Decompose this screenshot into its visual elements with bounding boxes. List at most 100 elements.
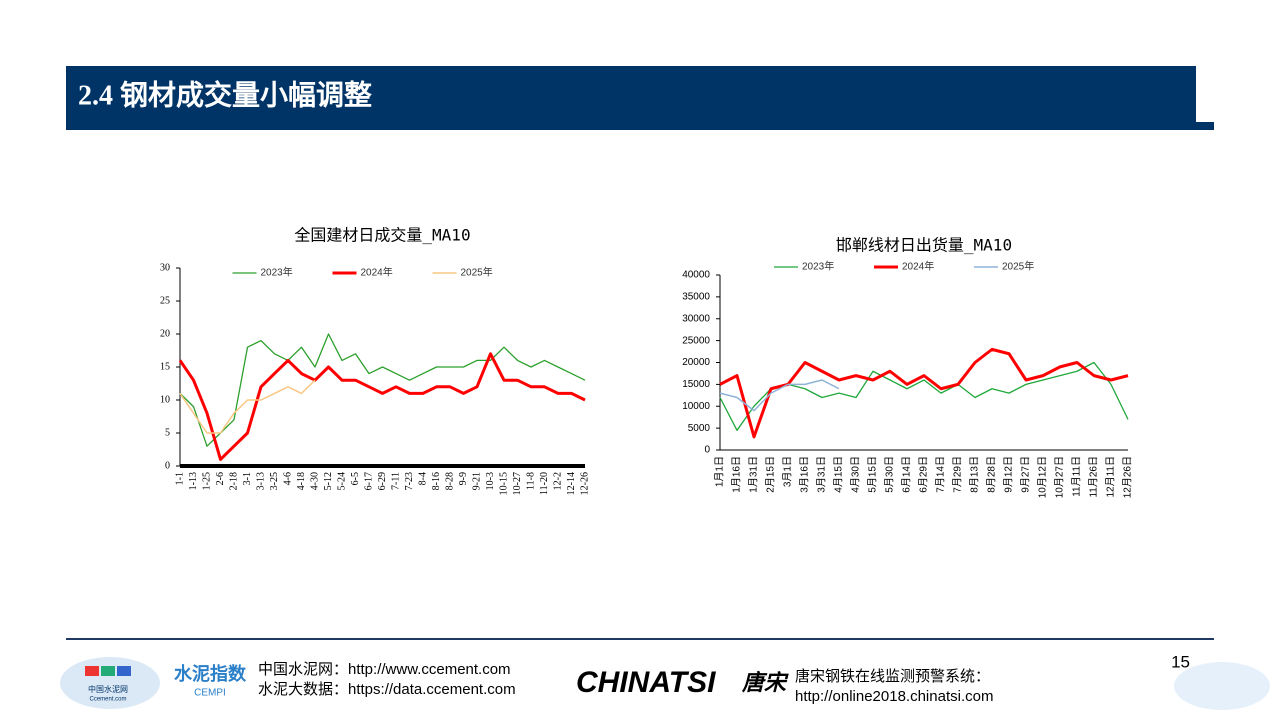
x-tick-label: 12-26 bbox=[579, 472, 590, 495]
x-tick-label: 9月12日 bbox=[1003, 456, 1015, 493]
y-tick-label: 0 bbox=[704, 445, 710, 456]
x-tick-label: 3月31日 bbox=[816, 456, 828, 493]
x-tick-label: 3月16日 bbox=[799, 456, 811, 493]
x-tick-label: 3-1 bbox=[242, 472, 253, 485]
x-tick-label: 11月26日 bbox=[1088, 456, 1100, 498]
x-tick-label: 4-18 bbox=[296, 472, 307, 490]
x-tick-label: 6月14日 bbox=[901, 456, 913, 493]
x-tick-label: 10月12日 bbox=[1037, 456, 1049, 498]
x-tick-label: 6-5 bbox=[350, 472, 361, 485]
cempi-logo: 水泥指数 bbox=[174, 663, 247, 684]
y-tick-label: 0 bbox=[165, 460, 170, 471]
y-tick-label: 40000 bbox=[682, 270, 710, 281]
x-tick-label: 7-23 bbox=[404, 472, 415, 490]
series-line bbox=[178, 352, 586, 461]
logo-block bbox=[117, 666, 131, 676]
logo-block bbox=[101, 666, 115, 676]
x-tick-label: 12-14 bbox=[566, 472, 577, 495]
legend-label: 2025年 bbox=[461, 266, 493, 279]
x-tick-label: 8-28 bbox=[444, 472, 455, 490]
x-tick-label: 6-29 bbox=[377, 472, 388, 490]
header-band bbox=[66, 66, 1196, 130]
y-tick-label: 20 bbox=[160, 328, 170, 339]
x-tick-label: 8-16 bbox=[431, 472, 442, 490]
y-tick-label: 15000 bbox=[682, 379, 710, 390]
x-tick-label: 10-3 bbox=[485, 472, 496, 490]
y-tick-label: 15 bbox=[160, 361, 170, 372]
x-tick-label: 6-17 bbox=[363, 472, 374, 490]
x-tick-label: 2-18 bbox=[228, 472, 239, 490]
y-tick-label: 10 bbox=[160, 394, 170, 405]
y-tick-label: 10000 bbox=[682, 401, 710, 412]
x-tick-label: 8-4 bbox=[417, 472, 428, 485]
legend-label: 2023年 bbox=[802, 260, 834, 273]
chart-title: 全国建材日成交量_MA10 bbox=[294, 226, 470, 245]
x-tick-label: 1-1 bbox=[174, 472, 185, 485]
x-tick-label: 4月15日 bbox=[833, 456, 845, 493]
x-tick-label: 1月1日 bbox=[714, 456, 726, 487]
slide-title: 2.4 钢材成交量小幅调整 bbox=[78, 78, 372, 111]
logo-block bbox=[85, 666, 99, 676]
y-tick-label: 30000 bbox=[682, 313, 710, 324]
x-tick-label: 3-13 bbox=[255, 472, 266, 490]
y-tick-label: 25 bbox=[160, 295, 170, 306]
x-tick-label: 1-25 bbox=[201, 472, 212, 490]
x-tick-label: 3月1日 bbox=[782, 456, 794, 487]
x-tick-label: 12月11日 bbox=[1105, 456, 1117, 498]
x-tick-label: 6月29日 bbox=[918, 456, 930, 493]
y-tick-label: 5000 bbox=[688, 423, 711, 434]
legend-label: 2025年 bbox=[1002, 260, 1034, 273]
logo-text: 中国水泥网 bbox=[88, 684, 128, 694]
series-line bbox=[179, 333, 586, 447]
page-number: 15 bbox=[1171, 652, 1190, 671]
x-tick-label: 1-13 bbox=[188, 472, 199, 490]
footer-text: 唐宋钢铁在线监测预警系统： bbox=[795, 668, 990, 685]
x-tick-label: 4-6 bbox=[282, 472, 293, 485]
logo-text: Ccement.com bbox=[89, 697, 126, 703]
x-tick-label: 5月15日 bbox=[867, 456, 879, 493]
x-tick-label: 8月28日 bbox=[986, 456, 998, 493]
chart-title: 邯郸线材日出货量_MA10 bbox=[836, 236, 1012, 255]
x-tick-label: 12-2 bbox=[552, 472, 563, 490]
x-tick-label: 3-25 bbox=[269, 472, 280, 490]
x-tick-label: 10-27 bbox=[512, 472, 523, 495]
x-tick-label: 2-6 bbox=[215, 472, 226, 485]
y-tick-label: 25000 bbox=[682, 335, 710, 346]
x-tick-label: 7月29日 bbox=[952, 456, 964, 493]
x-tick-label: 7-11 bbox=[390, 472, 401, 490]
series-line bbox=[719, 379, 840, 412]
series-line bbox=[719, 361, 1129, 431]
footer-text: 水泥大数据：https://data.ccement.com bbox=[258, 681, 516, 698]
y-tick-label: 5 bbox=[165, 427, 170, 438]
x-tick-label: 12月26日 bbox=[1122, 456, 1134, 498]
x-tick-label: 1月16日 bbox=[731, 456, 743, 493]
x-tick-label: 4-30 bbox=[309, 472, 320, 490]
x-tick-label: 5-24 bbox=[336, 472, 347, 490]
y-tick-label: 35000 bbox=[682, 292, 710, 303]
footer-text: 中国水泥网：http://www.ccement.com bbox=[258, 661, 511, 678]
x-tick-label: 9-9 bbox=[458, 472, 469, 485]
x-tick-label: 10-15 bbox=[498, 472, 509, 495]
x-tick-label: 11月11日 bbox=[1071, 456, 1083, 497]
series-line bbox=[179, 379, 316, 434]
series-line bbox=[719, 347, 1129, 439]
footer-text: http://online2018.chinatsi.com bbox=[795, 688, 993, 705]
x-tick-label: 9-21 bbox=[471, 472, 482, 490]
y-tick-label: 30 bbox=[160, 262, 170, 273]
x-tick-label: 11-8 bbox=[525, 472, 536, 490]
x-tick-label: 11-20 bbox=[539, 472, 550, 495]
legend-label: 2023年 bbox=[261, 266, 293, 279]
chinatsi-cn: 唐宋 bbox=[741, 670, 789, 695]
y-tick-label: 20000 bbox=[682, 357, 710, 368]
x-tick-label: 5-12 bbox=[323, 472, 334, 490]
legend-label: 2024年 bbox=[361, 266, 393, 279]
header-accent bbox=[1196, 122, 1214, 130]
x-tick-label: 1月31日 bbox=[748, 456, 760, 493]
watermark-logo bbox=[1174, 662, 1270, 710]
x-tick-label: 5月30日 bbox=[884, 456, 896, 493]
cempi-sub: CEMPI bbox=[194, 688, 226, 699]
x-tick-label: 2月15日 bbox=[765, 456, 777, 493]
x-tick-label: 10月27日 bbox=[1054, 456, 1066, 498]
legend-label: 2024年 bbox=[902, 260, 934, 273]
